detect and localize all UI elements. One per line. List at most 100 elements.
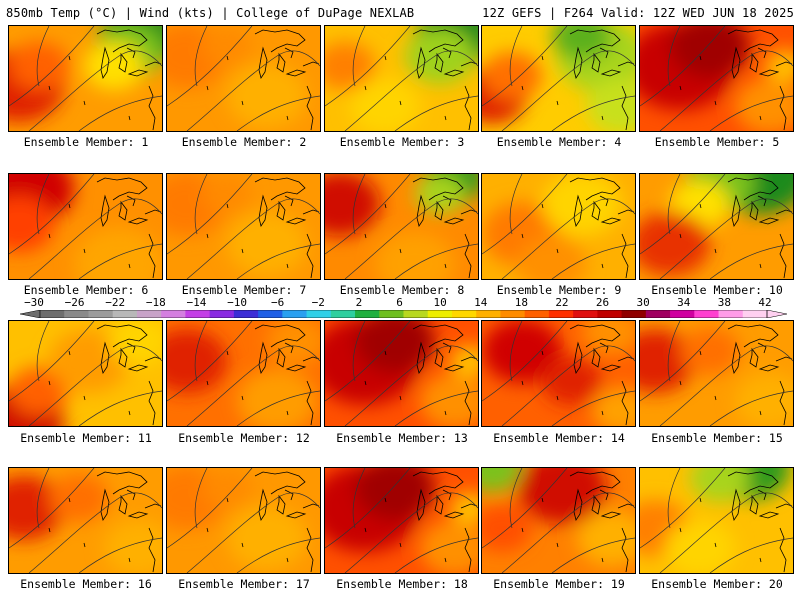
- colorbar-tick-label: 6: [396, 296, 403, 309]
- colorbar-tick-label: −2: [311, 296, 325, 309]
- ensemble-member-label: Ensemble Member: 6: [23, 283, 149, 297]
- ensemble-panel: [481, 320, 636, 427]
- temperature-field-map: [167, 174, 320, 279]
- colorbar-swatch: [355, 310, 380, 318]
- temperature-field-map: [167, 468, 320, 573]
- colorbar-swatch: [500, 310, 526, 318]
- temperature-field-map: [482, 321, 635, 426]
- colorbar-swatch: [185, 310, 211, 318]
- temperature-field-map: [9, 174, 162, 279]
- colorbar-swatch: [645, 310, 671, 318]
- colorbar-swatch: [112, 310, 138, 318]
- colorbar-swatch: [40, 310, 65, 318]
- colorbar-swatch: [233, 310, 259, 318]
- ensemble-panel: [8, 25, 163, 132]
- temperature-field-map: [325, 321, 478, 426]
- ensemble-member-label: Ensemble Member: 11: [20, 431, 152, 445]
- colorbar-tick-label: 34: [677, 296, 691, 309]
- ensemble-panel: [8, 320, 163, 427]
- colorbar-tick-label: −18: [145, 296, 166, 309]
- ensemble-member-label: Ensemble Member: 16: [20, 577, 152, 591]
- ensemble-panel: [481, 467, 636, 574]
- ensemble-panel: [324, 173, 479, 280]
- temperature-colorbar: [20, 310, 787, 318]
- colorbar-tick-label: 42: [758, 296, 772, 309]
- colorbar-swatch: [670, 310, 695, 318]
- colorbar-swatch: [718, 310, 744, 318]
- ensemble-panel: [324, 25, 479, 132]
- temperature-field-map: [167, 321, 320, 426]
- colorbar-tick-label: 18: [514, 296, 528, 309]
- colorbar-swatch: [573, 310, 598, 318]
- temperature-field-map: [640, 174, 793, 279]
- ensemble-member-label: Ensemble Member: 18: [336, 577, 468, 591]
- ensemble-panel: [639, 467, 794, 574]
- ensemble-member-label: Ensemble Member: 2: [181, 135, 307, 149]
- temperature-field-map: [325, 468, 478, 573]
- ensemble-panel: [324, 320, 479, 427]
- ensemble-member-label: Ensemble Member: 10: [651, 283, 783, 297]
- ensemble-member-label: Ensemble Member: 17: [178, 577, 310, 591]
- temperature-field-map: [482, 174, 635, 279]
- temperature-field-map: [9, 26, 162, 131]
- colorbar-swatch: [161, 310, 186, 318]
- colorbar-tick-label: 2: [355, 296, 363, 309]
- colorbar-swatch: [694, 310, 720, 318]
- temperature-field-map: [325, 174, 478, 279]
- colorbar-swatch: [136, 310, 162, 318]
- colorbar-tick-label: 10: [433, 296, 447, 309]
- temperature-field-map: [9, 321, 162, 426]
- ensemble-member-label: Ensemble Member: 13: [336, 431, 468, 445]
- ensemble-panel: [639, 320, 794, 427]
- colorbar-tick-label: 22: [555, 296, 569, 309]
- colorbar-swatch: [258, 310, 283, 318]
- temperature-field-map: [9, 468, 162, 573]
- colorbar-high-arrow: [766, 310, 787, 318]
- ensemble-panel: [8, 467, 163, 574]
- colorbar-tick-label: 14: [474, 296, 488, 309]
- ensemble-panel: [324, 467, 479, 574]
- colorbar-tick-label: 26: [595, 296, 610, 309]
- ensemble-panel: [639, 173, 794, 280]
- colorbar-swatch: [427, 310, 453, 318]
- colorbar-tick-label: −22: [105, 296, 126, 309]
- temperature-field-map: [482, 468, 635, 573]
- colorbar-swatch: [742, 310, 768, 318]
- colorbar-swatch: [597, 310, 623, 318]
- colorbar-swatch: [451, 310, 477, 318]
- ensemble-panel: [639, 25, 794, 132]
- colorbar-swatch: [209, 310, 235, 318]
- ensemble-panel: [166, 467, 321, 574]
- colorbar-tick-label: −6: [271, 296, 285, 309]
- temperature-field-map: [167, 26, 320, 131]
- ensemble-member-label: Ensemble Member: 5: [654, 135, 780, 149]
- ensemble-member-label: Ensemble Member: 15: [651, 431, 783, 445]
- ensemble-panel: [166, 25, 321, 132]
- ensemble-panel: [8, 173, 163, 280]
- colorbar-swatch: [330, 310, 356, 318]
- ensemble-member-label: Ensemble Member: 14: [493, 431, 625, 445]
- ensemble-member-label: Ensemble Member: 1: [23, 135, 149, 149]
- colorbar-tick-label: 30: [636, 296, 650, 309]
- colorbar-swatch: [64, 310, 89, 318]
- ensemble-panel: [166, 320, 321, 427]
- temperature-field-map: [640, 468, 793, 573]
- colorbar-swatch: [282, 310, 308, 318]
- ensemble-panel: [481, 25, 636, 132]
- colorbar-tick-label: 38: [717, 296, 731, 309]
- temperature-field-map: [640, 26, 793, 131]
- colorbar-swatch: [403, 310, 429, 318]
- colorbar-swatch: [379, 310, 404, 318]
- ensemble-panel: [166, 173, 321, 280]
- colorbar-swatch: [548, 310, 574, 318]
- colorbar-tick-label: −26: [64, 296, 85, 309]
- run-valid-time: 12Z GEFS | F264 Valid: 12Z WED JUN 18 20…: [482, 6, 794, 20]
- ensemble-member-label: Ensemble Member: 20: [651, 577, 783, 591]
- colorbar-swatch: [88, 310, 114, 318]
- ensemble-panel: [481, 173, 636, 280]
- ensemble-member-label: Ensemble Member: 9: [496, 283, 622, 297]
- colorbar-tick-label: −10: [227, 296, 247, 309]
- colorbar-swatch: [306, 310, 332, 318]
- colorbar-swatch: [524, 310, 550, 318]
- colorbar-tick-label: −14: [186, 296, 207, 309]
